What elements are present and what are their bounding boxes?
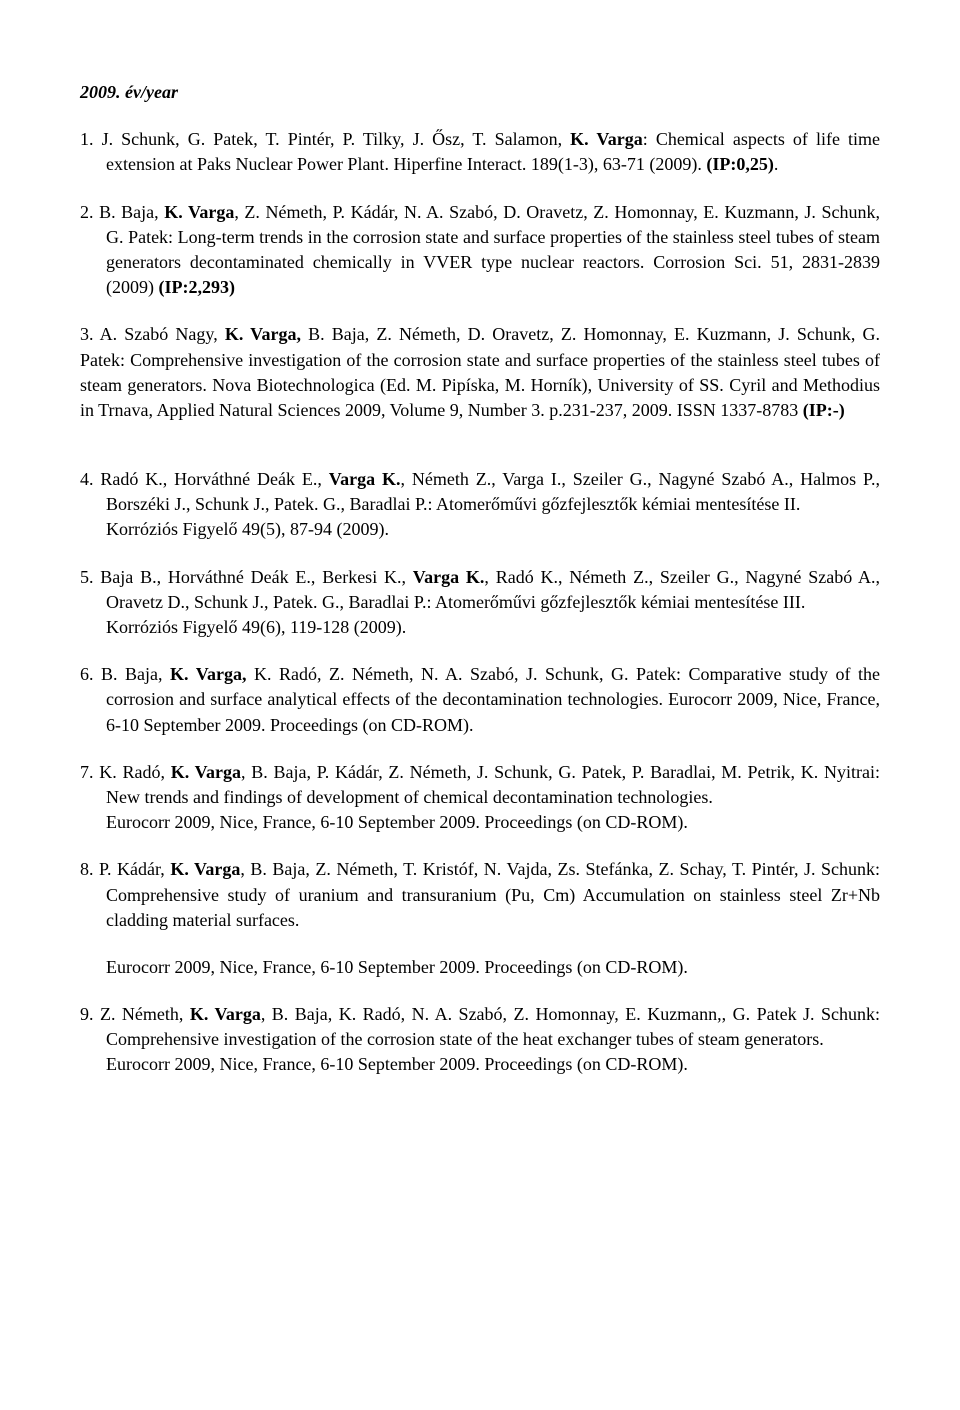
entry-author-bold: K. Varga [570,129,643,149]
entry-author-bold: K. Varga [170,859,240,879]
entry-author-bold: Varga K. [413,567,485,587]
entry-ip-bold: (IP:-) [803,400,845,420]
entry-text: B. Baja, [94,202,165,222]
entry-publication: Korróziós Figyelő 49(5), 87-94 (2009). [106,519,389,539]
reference-entry-4: 4. Radó K., Horváthné Deák E., Varga K.,… [80,467,880,543]
entry-author-bold: K. Varga [190,1004,261,1024]
entry-text: Baja B., Horváthné Deák E., Berkesi K., [94,567,413,587]
entry-number: 7. [80,762,94,782]
entry-author-bold: K. Varga [171,762,241,782]
entry-text: . [774,154,779,174]
entry-ip-bold: (IP:0,25) [706,154,773,174]
spacer [80,445,880,467]
entry-publication: Eurocorr 2009, Nice, France, 6-10 Septem… [106,957,688,977]
entry-text: K. Radó, [94,762,171,782]
entry-text: B. Baja, [94,664,171,684]
reference-entry-7: 7. K. Radó, K. Varga, B. Baja, P. Kádár,… [80,760,880,836]
entry-number: 9. [80,1004,94,1024]
entry-publication: Korróziós Figyelő 49(6), 119-128 (2009). [106,617,406,637]
entry-author-bold: Varga K. [329,469,401,489]
reference-entry-3: 3. A. Szabó Nagy, K. Varga, B. Baja, Z. … [80,322,880,423]
reference-entry-1: 1. J. Schunk, G. Patek, T. Pintér, P. Ti… [80,127,880,177]
entry-number: 4. [80,469,94,489]
entry-author-bold: K. Varga, [170,664,247,684]
entry-text: Radó K., Horváthné Deák E., [94,469,329,489]
entry-publication: Eurocorr 2009, Nice, France, 6-10 Septem… [106,1054,688,1074]
entry-text: Z. Németh, [94,1004,190,1024]
entry-number: 5. [80,567,94,587]
entry-number: 1. [80,129,94,149]
entry-publication: Eurocorr 2009, Nice, France, 6-10 Septem… [106,812,688,832]
entry-author-bold: K. Varga [164,202,234,222]
entry-number: 6. [80,664,94,684]
entry-ip-bold: (IP:2,293) [159,277,235,297]
reference-entry-5: 5. Baja B., Horváthné Deák E., Berkesi K… [80,565,880,641]
reference-entry-2: 2. B. Baja, K. Varga, Z. Németh, P. Kádá… [80,200,880,301]
entry-text: P. Kádár, [94,859,171,879]
entry-text: A. Szabó Nagy, [94,324,225,344]
entry-number: 3. [80,324,94,344]
entry-author-bold: K. Varga, [225,324,301,344]
entry-number: 2. [80,202,94,222]
entry-text: J. Schunk, G. Patek, T. Pintér, P. Tilky… [94,129,571,149]
reference-entry-9: 9. Z. Németh, K. Varga, B. Baja, K. Radó… [80,1002,880,1078]
entry-number: 8. [80,859,94,879]
reference-entry-8: 8. P. Kádár, K. Varga, B. Baja, Z. Német… [80,857,880,980]
page-heading: 2009. év/year [80,80,880,105]
reference-entry-6: 6. B. Baja, K. Varga, K. Radó, Z. Németh… [80,662,880,738]
